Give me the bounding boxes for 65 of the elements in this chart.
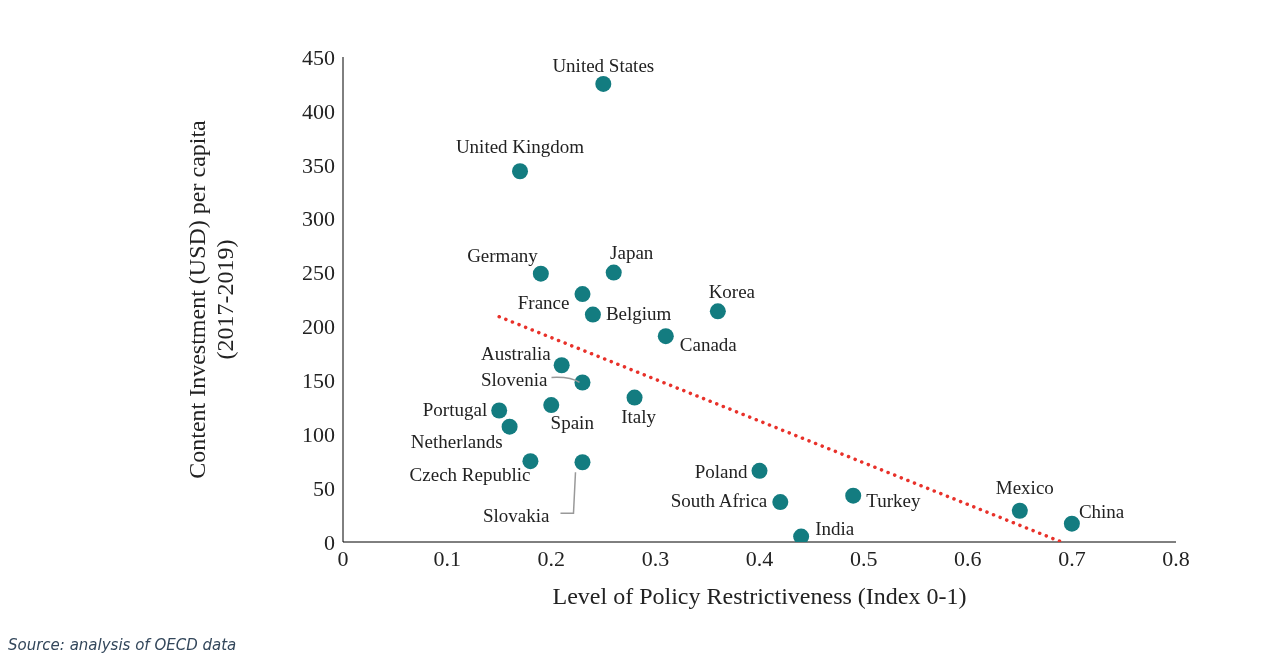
y-axis-title: Content Investment (USD) per capita (2017-2019) <box>184 119 238 479</box>
x-tick-label: 0.1 <box>433 545 461 571</box>
annotation: Netherlands <box>410 430 503 452</box>
point <box>605 264 622 281</box>
x-tick-label: 0.3 <box>641 545 670 571</box>
annotation: Portugal <box>422 398 488 420</box>
point <box>543 397 560 414</box>
annotation: Poland <box>694 460 748 482</box>
x-tick-label: 0.5 <box>849 545 878 571</box>
y-tick-label: 200 <box>302 314 335 340</box>
point <box>574 286 591 303</box>
point <box>501 418 518 435</box>
point <box>574 454 591 471</box>
y-tick-label: 350 <box>302 152 335 178</box>
y-tick-label: 150 <box>302 368 335 394</box>
source-note: Source: analysis of OECD data <box>8 636 238 654</box>
annotation: United States <box>552 54 655 76</box>
annotation: France <box>517 292 570 314</box>
point <box>522 453 539 470</box>
point <box>584 306 601 323</box>
annotation: Mexico <box>995 476 1054 498</box>
annotation: United Kingdom <box>455 136 585 158</box>
x-tick-label: 0.8 <box>1162 545 1190 571</box>
point <box>772 494 789 511</box>
x-axis-title: Level of Policy Restrictiveness (Index 0-1) <box>552 583 967 609</box>
y-tick-label: 300 <box>302 206 335 232</box>
point <box>491 402 508 419</box>
annotation: South Africa <box>670 490 768 512</box>
annotation: India <box>815 517 855 539</box>
annotation: Korea <box>708 281 756 303</box>
y-tick-label: 450 <box>302 44 335 70</box>
annotation: China <box>1078 500 1125 522</box>
point <box>595 75 612 92</box>
y-tick-label: 50 <box>313 475 335 501</box>
annotation: Canada <box>679 334 738 356</box>
point <box>1063 515 1080 532</box>
annotation: Germany <box>467 244 539 266</box>
annotation: Belgium <box>605 302 672 324</box>
point <box>793 528 810 542</box>
point <box>751 462 768 479</box>
point <box>1011 502 1028 519</box>
y-tick-label: 400 <box>302 98 335 124</box>
x-tick-label: 0.2 <box>537 545 565 571</box>
point <box>626 389 643 406</box>
annotation: Slovakia <box>482 505 551 527</box>
point <box>845 487 862 504</box>
y-tick-label: 250 <box>302 260 335 286</box>
annotation: Japan <box>610 241 654 263</box>
point <box>553 357 570 374</box>
annotation: Australia <box>481 343 552 365</box>
y-tick-label: 0 <box>324 529 335 555</box>
point <box>709 303 726 320</box>
y-tick-label: 100 <box>302 422 335 448</box>
point <box>657 328 674 345</box>
annotation: Turkey <box>866 489 921 511</box>
x-tick-label: 0.6 <box>954 545 982 571</box>
point <box>574 374 591 391</box>
point <box>512 163 529 180</box>
point <box>532 265 549 282</box>
x-tick-label: 0.4 <box>745 545 774 571</box>
annotation: Slovenia <box>480 369 549 391</box>
annotation: Spain <box>550 412 595 434</box>
annotation: Czech Republic <box>409 464 531 486</box>
annotation: Italy <box>621 405 657 427</box>
x-tick-label: 0.7 <box>1058 545 1086 571</box>
